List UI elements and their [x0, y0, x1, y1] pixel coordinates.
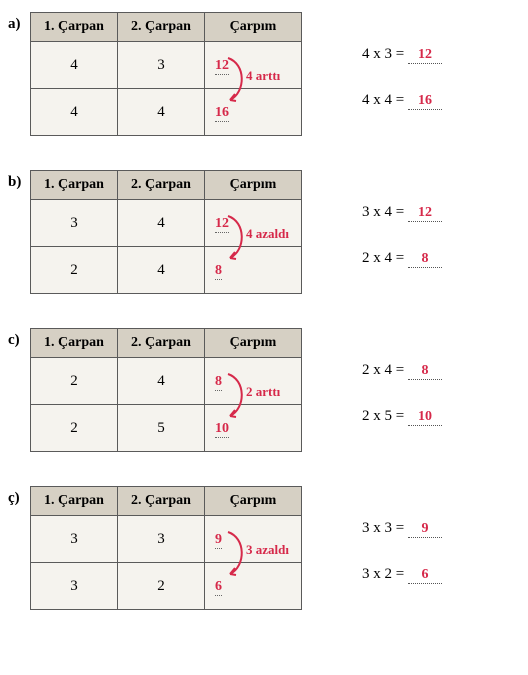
factor2-cell: 3 [118, 516, 205, 563]
equations: 3 x 4 = 12 2 x 4 = 8 [362, 170, 442, 296]
table-header: Çarpım [205, 487, 302, 516]
product-value: 16 [215, 105, 229, 122]
equation-answer: 8 [408, 251, 442, 268]
product-value: 12 [215, 216, 229, 233]
block-label: a) [8, 12, 30, 33]
table-header: 2. Çarpan [118, 171, 205, 200]
equation-line: 4 x 4 = 16 [362, 92, 442, 110]
equations: 2 x 4 = 8 2 x 5 = 10 [362, 328, 442, 454]
equation-answer: 16 [408, 93, 442, 110]
equation-line: 2 x 4 = 8 [362, 362, 442, 380]
factor1-cell: 4 [31, 42, 118, 89]
product-value: 8 [215, 374, 222, 391]
product-value: 8 [215, 263, 222, 280]
equations: 3 x 3 = 9 3 x 2 = 6 [362, 486, 442, 612]
product-value: 9 [215, 532, 222, 549]
equation-answer: 12 [408, 47, 442, 64]
exercise-block: b)1. Çarpan2. ÇarpanÇarpım34122484 azald… [8, 170, 520, 296]
equation-lhs: 3 x 4 = [362, 204, 404, 220]
factor2-cell: 4 [118, 200, 205, 247]
factor2-cell: 4 [118, 89, 205, 136]
change-note: 3 azaldı [246, 542, 289, 558]
factor2-cell: 2 [118, 563, 205, 610]
change-note: 4 azaldı [246, 226, 289, 242]
product-value: 12 [215, 58, 229, 75]
factor1-cell: 2 [31, 358, 118, 405]
table-header: 1. Çarpan [31, 171, 118, 200]
exercise-block: c)1. Çarpan2. ÇarpanÇarpım24825102 arttı… [8, 328, 520, 454]
factor1-cell: 3 [31, 516, 118, 563]
table-header: Çarpım [205, 171, 302, 200]
factor1-cell: 4 [31, 89, 118, 136]
equation-answer: 8 [408, 363, 442, 380]
table-header: 1. Çarpan [31, 329, 118, 358]
equation-line: 3 x 2 = 6 [362, 566, 442, 584]
equation-answer: 6 [408, 567, 442, 584]
product-cell: 10 [205, 405, 302, 452]
equation-line: 3 x 3 = 9 [362, 520, 442, 538]
block-label: b) [8, 170, 30, 191]
equation-lhs: 3 x 2 = [362, 566, 404, 582]
exercise-block: a)1. Çarpan2. ÇarpanÇarpım 43 12 44 16 4 artt… [8, 12, 520, 138]
table-row: 248 [31, 247, 302, 294]
table-header: 2. Çarpan [118, 329, 205, 358]
table-header: 2. Çarpan [118, 13, 205, 42]
change-note: 4 arttı [246, 68, 280, 84]
table-header: 1. Çarpan [31, 487, 118, 516]
exercise-block: ç)1. Çarpan2. ÇarpanÇarpım3393263 azaldı… [8, 486, 520, 612]
factor1-cell: 2 [31, 405, 118, 452]
factor1-cell: 3 [31, 563, 118, 610]
equation-lhs: 4 x 4 = [362, 92, 404, 108]
equation-line: 2 x 5 = 10 [362, 408, 442, 426]
factor2-cell: 3 [118, 42, 205, 89]
equation-answer: 10 [408, 409, 442, 426]
table-row: 25 10 [31, 405, 302, 452]
equation-line: 2 x 4 = 8 [362, 250, 442, 268]
product-cell: 8 [205, 247, 302, 294]
equation-answer: 9 [408, 521, 442, 538]
equation-lhs: 2 x 4 = [362, 250, 404, 266]
factor1-cell: 3 [31, 200, 118, 247]
table-header: Çarpım [205, 329, 302, 358]
product-value: 10 [215, 421, 229, 438]
factor2-cell: 5 [118, 405, 205, 452]
factor1-cell: 2 [31, 247, 118, 294]
equation-lhs: 4 x 3 = [362, 46, 404, 62]
equation-answer: 12 [408, 205, 442, 222]
equation-line: 3 x 4 = 12 [362, 204, 442, 222]
table-header: Çarpım [205, 13, 302, 42]
table-header: 2. Çarpan [118, 487, 205, 516]
block-label: ç) [8, 486, 30, 507]
equation-lhs: 2 x 4 = [362, 362, 404, 378]
equation-line: 4 x 3 = 12 [362, 46, 442, 64]
product-cell: 6 [205, 563, 302, 610]
table-header: 1. Çarpan [31, 13, 118, 42]
equations: 4 x 3 = 12 4 x 4 = 16 [362, 12, 442, 138]
table-row: 44 16 [31, 89, 302, 136]
equation-lhs: 3 x 3 = [362, 520, 404, 536]
equation-lhs: 2 x 5 = [362, 408, 404, 424]
product-value: 6 [215, 579, 222, 596]
block-label: c) [8, 328, 30, 349]
factor2-cell: 4 [118, 358, 205, 405]
factor2-cell: 4 [118, 247, 205, 294]
change-note: 2 arttı [246, 384, 280, 400]
product-cell: 16 [205, 89, 302, 136]
table-row: 326 [31, 563, 302, 610]
